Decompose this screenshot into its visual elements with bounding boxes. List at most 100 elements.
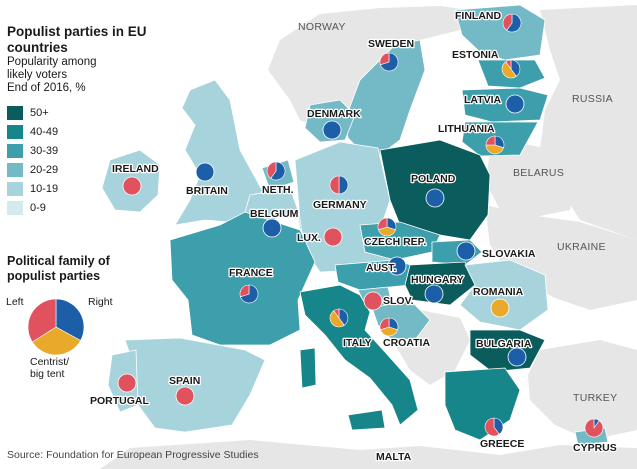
label-lux: LUX. <box>297 232 321 244</box>
label-poland: POLAND <box>411 173 456 185</box>
pie-finland <box>502 13 522 33</box>
pie-bulgaria-right-slice <box>507 347 527 367</box>
pie-czech-rep-left-slice <box>377 217 388 231</box>
pie-italy <box>329 308 349 328</box>
legend-swatch <box>7 143 23 158</box>
pie-denmark <box>322 120 342 140</box>
pie-poland <box>425 188 445 208</box>
pie-italy-left-slice <box>333 308 340 319</box>
family-right-label: Right <box>88 296 113 308</box>
pie-france <box>239 284 259 304</box>
pie-denmark-right-slice <box>322 120 342 140</box>
pie-portugal-left-slice <box>117 373 137 393</box>
land-norway <box>268 6 470 128</box>
country-bulgaria <box>469 329 546 373</box>
pie-germany <box>329 175 349 195</box>
label-romania: ROMANIA <box>473 286 524 298</box>
legend-label: 50+ <box>30 106 49 119</box>
pie-finland-right-slice <box>506 13 522 33</box>
pie-spain-left-slice <box>175 386 195 406</box>
pie-italy-right-slice <box>338 308 349 326</box>
legend-label: 10-19 <box>30 182 59 195</box>
label-italy: ITALY <box>343 337 372 349</box>
family-left-label: Left <box>6 296 24 308</box>
legend-swatch <box>7 200 23 215</box>
label-finland: FINLAND <box>455 10 501 22</box>
pie-france-left-slice <box>239 284 250 298</box>
land-ukraine <box>485 205 637 310</box>
label-belarus: BELARUS <box>513 167 564 179</box>
land-africa <box>100 440 637 469</box>
label-ukraine: UKRAINE <box>557 241 606 253</box>
pie-lux-left-slice <box>323 227 343 247</box>
pie-croatia-centre-slice <box>380 326 398 337</box>
country-france <box>169 211 316 346</box>
color-legend: 50+ 40-49 30-39 20-29 10-19 0-9 <box>7 103 58 217</box>
legend-swatch <box>7 181 23 196</box>
pie-slov <box>363 291 383 311</box>
pie-ireland-left-slice <box>122 176 142 196</box>
pie-lithuania <box>485 135 505 155</box>
legend-label: 40-49 <box>30 125 59 138</box>
label-sweden: SWEDEN <box>368 38 414 50</box>
land-belarus <box>485 140 575 218</box>
pie-neth <box>266 161 286 181</box>
country-latvia <box>461 87 549 123</box>
family-legend-left-slice <box>27 298 57 343</box>
pie-neth-right-slice <box>270 161 286 181</box>
pie-germany-left-slice <box>329 175 340 195</box>
pie-slovakia <box>456 241 476 261</box>
pie-latvia <box>505 94 525 114</box>
pie-sweden <box>379 52 399 72</box>
family-centre-line: big tent <box>30 368 65 380</box>
country-sardinia <box>299 347 317 389</box>
legend-swatch <box>7 105 23 120</box>
chart-title: Populist parties in EU countries <box>7 24 147 55</box>
pie-greece-left-slice <box>484 417 500 437</box>
pie-slov-left-slice <box>363 291 383 311</box>
legend-label: 0-9 <box>30 201 46 214</box>
legend-row: 0-9 <box>7 198 58 217</box>
legend-label: 20-29 <box>30 163 59 176</box>
pie-neth-left-slice <box>266 161 277 179</box>
pie-romania-centre-slice <box>490 298 510 318</box>
subtitle-line: End of 2016, % <box>7 82 86 94</box>
country-labels: FINLAND SWEDEN ESTONIA LATVIA LITHUANIA DENMA… <box>89 9 618 465</box>
pie-estonia-centre-slice <box>501 61 517 79</box>
pie-sweden-left-slice <box>379 52 390 66</box>
subtitle-line: Popularity among <box>7 56 97 68</box>
pie-spain <box>175 386 195 406</box>
label-slovakia: SLOVAKIA <box>482 248 536 260</box>
label-czech-rep: CZECH REP. <box>364 236 426 248</box>
party-pies <box>117 13 604 438</box>
label-cyprus: CYPRUS <box>573 442 617 454</box>
label-russia: RUSSIA <box>572 93 613 105</box>
pie-aust <box>387 256 407 276</box>
label-croatia: CROATIA <box>383 337 430 349</box>
country-hungary <box>404 261 476 306</box>
pie-cyprus-left-slice <box>584 418 604 438</box>
family-legend-title: Political family of populist parties <box>7 254 110 283</box>
legend-row: 30-39 <box>7 141 58 160</box>
label-lithuania: LITHUANIA <box>438 123 495 135</box>
pie-croatia <box>379 317 399 337</box>
pie-lithuania-centre-slice <box>485 144 504 155</box>
label-france: FRANCE <box>229 267 273 279</box>
label-latvia: LATVIA <box>464 94 502 106</box>
legend-swatch <box>7 124 23 139</box>
pie-portugal <box>117 373 137 393</box>
land-turkey <box>528 340 637 440</box>
pie-italy-centre-slice <box>329 310 345 328</box>
label-slov: SLOV. <box>383 295 414 307</box>
pie-britain-right-slice <box>195 162 215 182</box>
label-norway: NORWAY <box>298 21 346 33</box>
pie-romania <box>490 298 510 318</box>
pie-finland-left-slice <box>502 13 513 31</box>
pie-estonia <box>501 59 521 79</box>
country-belgium <box>244 187 299 223</box>
pie-greece-right-slice <box>493 417 504 435</box>
label-britain: BRITAIN <box>186 185 228 197</box>
label-malta: MALTA <box>376 451 412 463</box>
